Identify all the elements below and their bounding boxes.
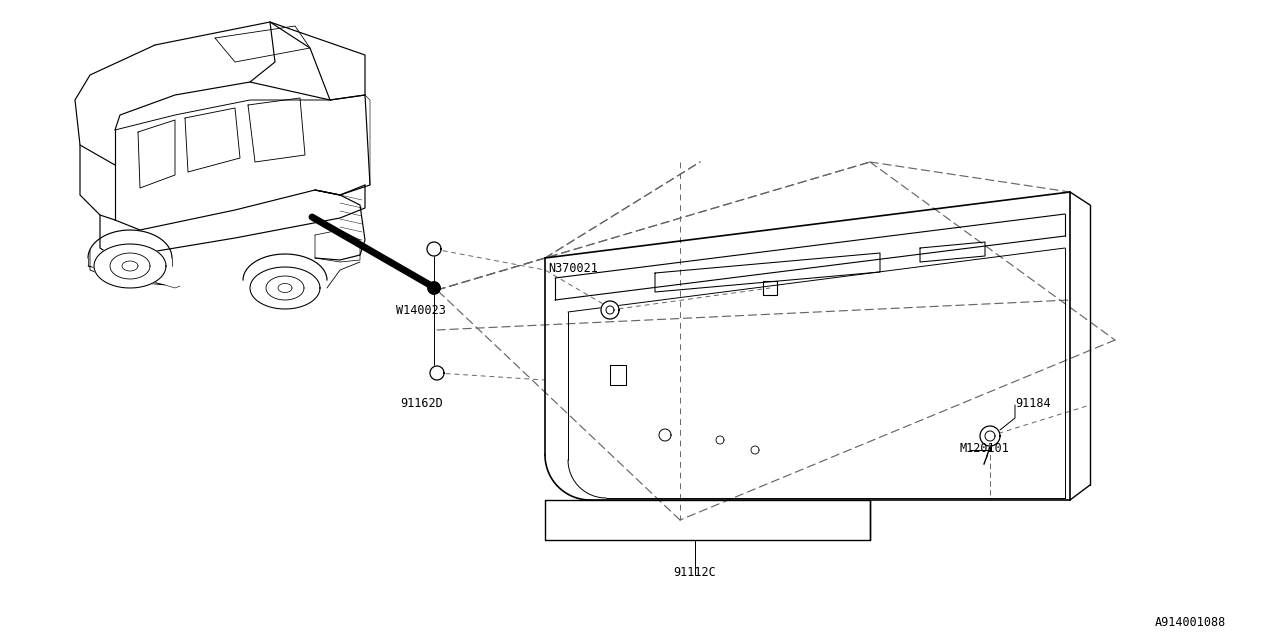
Polygon shape xyxy=(602,301,620,319)
Text: W140023: W140023 xyxy=(396,303,445,317)
Text: 91162D: 91162D xyxy=(399,397,443,410)
Polygon shape xyxy=(428,282,440,294)
Text: A914001088: A914001088 xyxy=(1155,616,1226,628)
Polygon shape xyxy=(93,244,166,288)
Polygon shape xyxy=(250,267,320,309)
Text: 91184: 91184 xyxy=(1015,397,1051,410)
Polygon shape xyxy=(430,366,444,380)
Text: M120101: M120101 xyxy=(960,442,1010,454)
Text: N370021: N370021 xyxy=(548,262,598,275)
Polygon shape xyxy=(980,426,1000,446)
Text: 91112C: 91112C xyxy=(673,566,717,579)
Polygon shape xyxy=(428,242,442,256)
